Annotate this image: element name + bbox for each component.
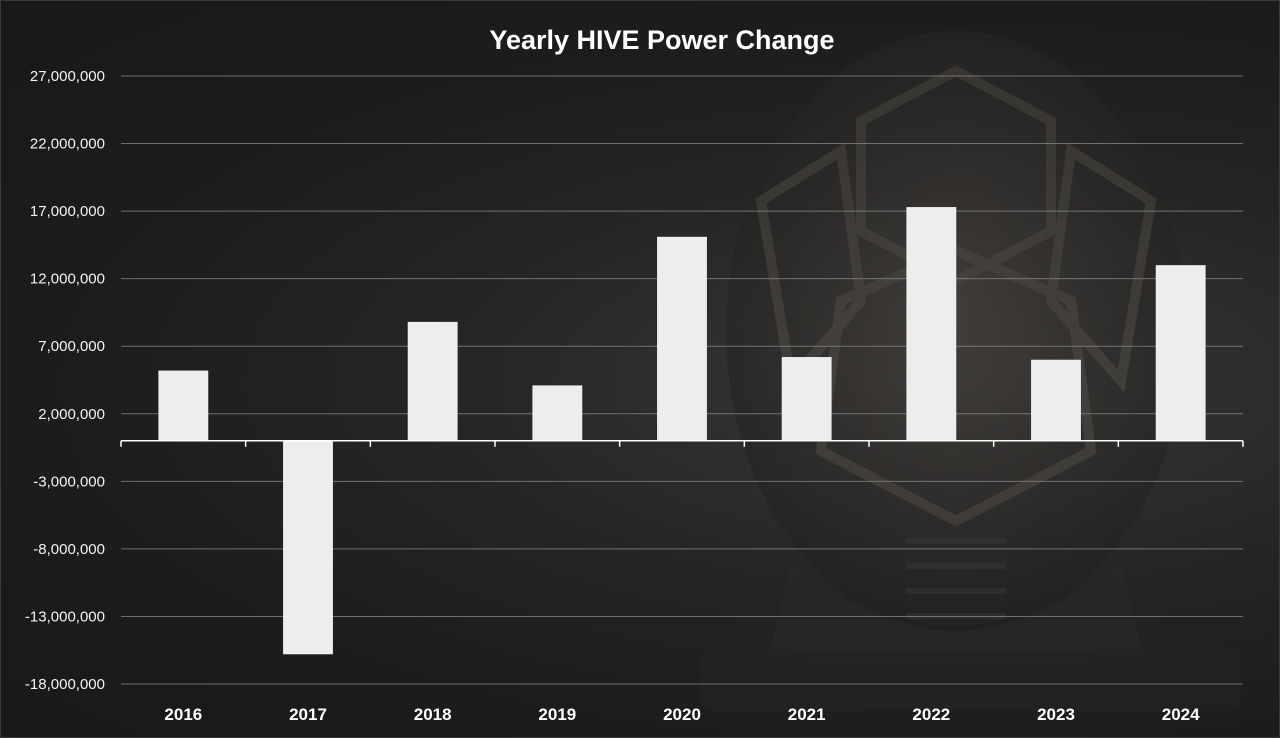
y-tick-label: -13,000,000	[25, 608, 105, 625]
y-tick-label: 7,000,000	[38, 338, 105, 355]
bar-2019	[532, 385, 583, 441]
bar-2017	[283, 440, 333, 655]
x-category-label: 2019	[538, 705, 576, 724]
chart-title: Yearly HIVE Power Change	[489, 25, 834, 55]
y-tick-label: 22,000,000	[30, 136, 105, 153]
bar-2023	[1031, 359, 1081, 441]
x-axis	[120, 440, 1244, 447]
x-category-label: 2017	[289, 705, 327, 724]
y-tick-label: -18,000,000	[25, 676, 105, 693]
x-category-label: 2022	[912, 705, 950, 724]
y-tick-label: 27,000,000	[30, 68, 105, 85]
y-tick-label: -3,000,000	[33, 473, 105, 490]
bar-2020	[657, 236, 707, 441]
bars	[158, 207, 1206, 655]
x-category-label: 2020	[663, 705, 701, 724]
x-axis-category-labels: 2016 2017 2018 2019 2020 2021 2022 2023 2024	[164, 705, 1200, 724]
bar-2021	[781, 357, 832, 441]
x-category-label: 2016	[164, 705, 202, 724]
x-category-label: 2023	[1037, 705, 1075, 724]
y-tick-label: 12,000,000	[30, 271, 105, 288]
x-category-label: 2024	[1162, 705, 1200, 724]
bar-2022	[906, 207, 957, 441]
bar-2024	[1155, 265, 1206, 441]
bar-2018	[407, 321, 458, 441]
y-tick-label: 2,000,000	[38, 406, 105, 423]
bar-2016	[158, 370, 209, 441]
y-tick-label: 17,000,000	[30, 203, 105, 220]
y-tick-label: -8,000,000	[33, 541, 105, 558]
x-category-label: 2018	[414, 705, 452, 724]
y-axis-tick-labels: 27,000,000 22,000,000 17,000,000 12,000,000…	[25, 68, 105, 693]
x-category-label: 2021	[788, 705, 826, 724]
